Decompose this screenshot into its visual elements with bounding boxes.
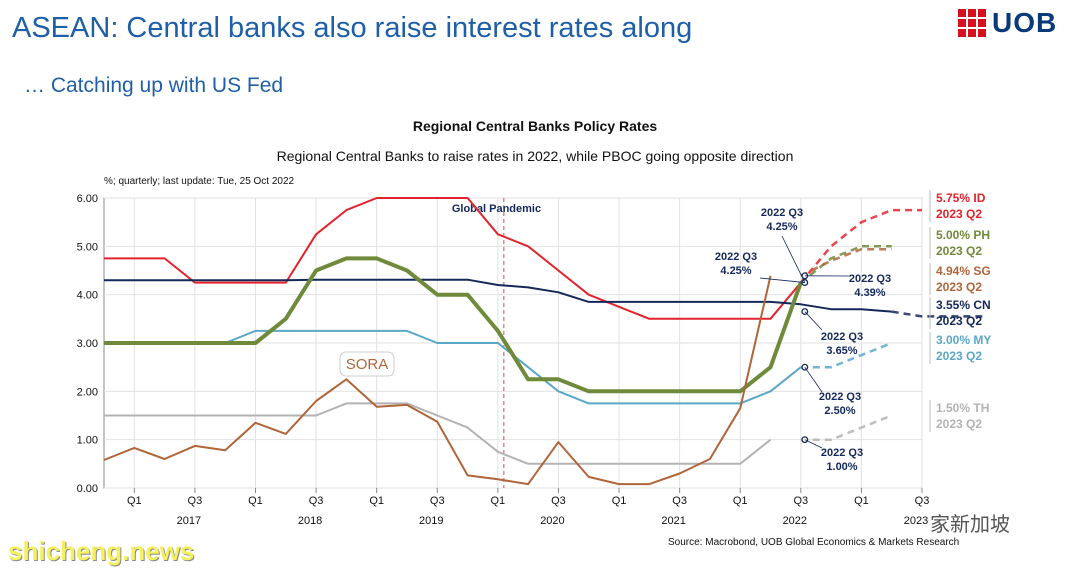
x-year-label: 2017 (177, 515, 201, 527)
series-line-th (104, 402, 772, 465)
series-forecast-th (800, 414, 893, 441)
series-forecast-cn (891, 310, 983, 318)
x-tick-label: Q1 (127, 495, 142, 507)
x-tick-label: Q1 (854, 495, 869, 507)
x-year-label: 2023 (904, 515, 928, 527)
x-tick-label: Q1 (733, 495, 748, 507)
point-label: 2022 Q3 (819, 391, 861, 403)
point-label: 4.39% (854, 287, 885, 299)
point-label: 2022 Q3 (715, 251, 757, 263)
x-tick-label: Q1 (612, 495, 627, 507)
x-year-label: 2020 (540, 515, 564, 527)
point-label: 1.00% (826, 461, 857, 473)
page-subtitle: … Catching up with US Fed (24, 74, 284, 97)
chart-source: Source: Macrobond, UOB Global Economics … (668, 537, 960, 548)
point-label: 2022 Q3 (821, 447, 863, 459)
watermark-wechat: 家新加坡 (930, 514, 1010, 536)
x-year-label: 2019 (419, 515, 443, 527)
chart-title: Regional Central Banks Policy Rates (412, 118, 658, 134)
series-forecast-sg-sora (800, 247, 892, 277)
series-line-id (104, 197, 802, 320)
x-tick-label: Q3 (672, 495, 687, 507)
x-tick-label: Q3 (188, 495, 203, 507)
legend-value: 3.00% MY (936, 333, 991, 347)
uob-logo-text: UOB (992, 7, 1058, 38)
point-label: 2022 Q3 (761, 207, 803, 219)
x-tick-label: Q1 (248, 495, 263, 507)
series-forecast-ph (800, 245, 892, 284)
series-line-cn (104, 278, 892, 313)
page-title: ASEAN: Central banks also raise interest… (12, 12, 693, 44)
legend-period: 2023 Q2 (936, 417, 982, 431)
x-tick-label: Q3 (309, 495, 324, 507)
legend-value: 5.00% PH (936, 228, 990, 242)
legend-period: 2023 Q2 (936, 314, 982, 328)
label-leader-line (759, 277, 805, 283)
point-label: 2.50% (824, 405, 855, 417)
y-tick-label: 2.00 (77, 386, 98, 398)
point-label: 3.65% (826, 345, 857, 357)
x-tick-label: Q3 (915, 495, 930, 507)
x-tick-label: Q3 (551, 495, 566, 507)
x-year-label: 2022 (783, 515, 807, 527)
pandemic-label: Global Pandemic (452, 203, 541, 215)
series-forecast-id (799, 208, 922, 284)
chart-note: %; quarterly; last update: Tue, 25 Oct 2… (104, 176, 295, 187)
x-year-label: 2018 (298, 515, 322, 527)
point-label: 2022 Q3 (821, 331, 863, 343)
legend-value: 1.50% TH (936, 401, 989, 415)
legend-value: 4.94% SG (936, 264, 991, 278)
sora-callout-box (339, 351, 395, 377)
watermark-site: shicheng.news (8, 536, 195, 566)
label-leader-line (804, 311, 823, 331)
legend-period: 2023 Q2 (936, 244, 982, 258)
point-label: 2022 Q3 (849, 273, 891, 285)
x-tick-label: Q3 (430, 495, 445, 507)
series-line-ph (104, 256, 803, 394)
label-leader-line (804, 366, 823, 393)
uob-logo: UOB (958, 7, 1058, 38)
y-tick-label: 6.00 (77, 193, 98, 205)
legend-value: 5.75% ID (936, 191, 986, 205)
label-leader-line (781, 235, 806, 283)
legend-period: 2023 Q2 (936, 280, 982, 294)
legend-period: 2023 Q2 (936, 207, 982, 221)
label-leader-line (804, 439, 823, 449)
x-year-label: 2021 (661, 515, 685, 527)
x-tick-label: Q1 (491, 495, 506, 507)
x-tick-label: Q3 (793, 495, 808, 507)
series-forecast-my (800, 341, 893, 369)
uob-logo-mark-icon (958, 9, 986, 37)
y-tick-label: 3.00 (77, 338, 98, 350)
legend-period: 2023 Q2 (936, 349, 982, 363)
legend-value: 3.55% CN (936, 298, 991, 312)
chart-subtitle: Regional Central Banks to raise rates in… (276, 148, 794, 164)
sora-callout-label: SORA (346, 356, 389, 373)
y-tick-label: 0.00 (77, 483, 98, 495)
y-tick-label: 1.00 (77, 435, 98, 447)
point-label: 4.25% (720, 265, 751, 277)
point-label: 4.25% (766, 221, 797, 233)
y-tick-label: 5.00 (77, 241, 98, 253)
series-line-sg-sora (103, 275, 772, 486)
y-tick-label: 4.00 (77, 290, 98, 302)
x-tick-label: Q1 (369, 495, 384, 507)
